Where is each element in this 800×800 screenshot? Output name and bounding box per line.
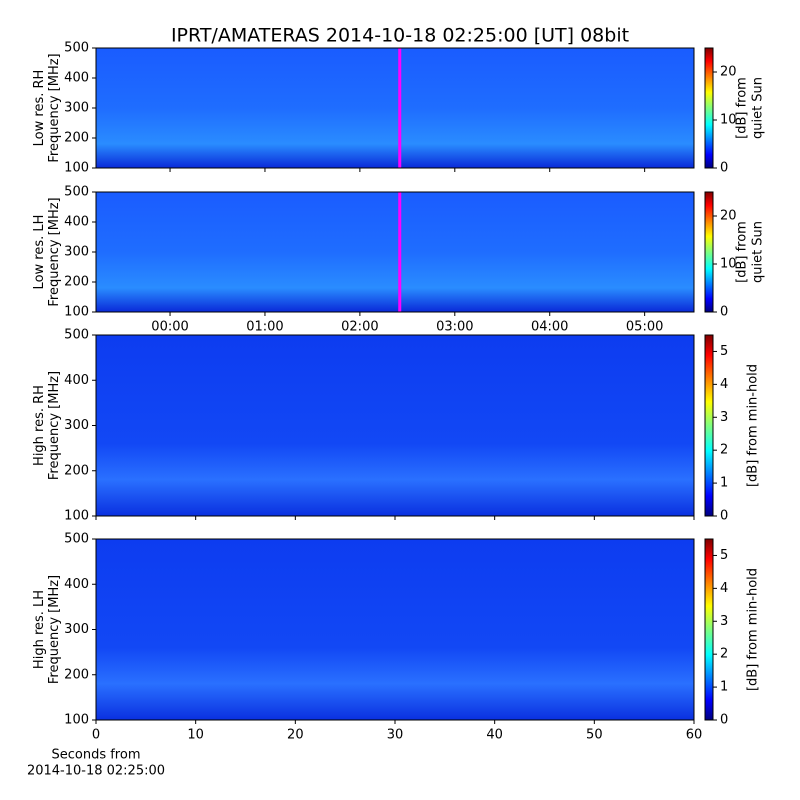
colorbar-label: [dB] from: [735, 77, 750, 139]
colorbar-label: [dB] from: [735, 221, 750, 283]
colorbar-tick-label: 3: [720, 614, 728, 629]
y-axis-label: Frequency [MHz]: [47, 53, 62, 162]
colorbar-label: quiet Sun: [751, 77, 766, 139]
spectrogram: [96, 192, 694, 312]
y-tick-label: 400: [64, 71, 89, 86]
y-axis-label: High res. LH: [32, 590, 47, 669]
x-tick-label: 03:00: [436, 320, 473, 335]
y-tick-label: 500: [64, 185, 89, 200]
colorbar-tick-label: 0: [720, 161, 728, 176]
colorbar-tick-label: 0: [720, 713, 728, 728]
y-axis-label: High res. RH: [32, 385, 47, 466]
colorbar-tick-label: 5: [720, 344, 728, 359]
colorbar-tick-label: 1: [720, 680, 728, 695]
spectrogram: [96, 539, 694, 720]
colorbar: [704, 47, 714, 169]
y-tick-label: 500: [64, 41, 89, 56]
colorbar: [704, 191, 714, 313]
x-tick-label: 05:00: [626, 320, 663, 335]
colorbar-label: quiet Sun: [751, 221, 766, 283]
y-tick-label: 500: [64, 532, 89, 547]
y-tick-label: 100: [64, 305, 89, 320]
chart-title: IPRT/AMATERAS 2014-10-18 02:25:00 [UT] 0…: [171, 25, 629, 47]
colorbar-tick-label: 10: [720, 113, 737, 128]
y-tick-label: 100: [64, 509, 89, 524]
y-tick-label: 300: [64, 245, 89, 260]
colorbar-tick-label: 10: [720, 257, 737, 272]
x-axis-label: Seconds from: [51, 748, 140, 763]
x-axis-label: 2014-10-18 02:25:00: [27, 764, 165, 779]
colorbar-tick-label: 0: [720, 305, 728, 320]
colorbar-tick-label: 20: [720, 209, 737, 224]
x-tick-label: 40: [486, 728, 503, 743]
colorbar-tick-label: 2: [720, 443, 728, 458]
colorbar-tick-label: 4: [720, 377, 728, 392]
y-tick-label: 500: [64, 328, 89, 343]
y-tick-label: 100: [64, 161, 89, 176]
y-tick-label: 100: [64, 713, 89, 728]
y-axis-label: Low res. LH: [32, 215, 47, 290]
colorbar-tick-label: 3: [720, 410, 728, 425]
y-axis-label: Low res. RH: [32, 70, 47, 147]
colorbar: [704, 538, 714, 721]
x-tick-label: 30: [387, 728, 404, 743]
y-tick-label: 400: [64, 577, 89, 592]
x-tick-label: 10: [187, 728, 204, 743]
y-tick-label: 300: [64, 418, 89, 433]
colorbar-tick-label: 1: [720, 476, 728, 491]
y-axis-label: Frequency [MHz]: [47, 371, 62, 480]
x-tick-label: 02:00: [341, 320, 378, 335]
colorbar-label: [dB] from min-hold: [746, 568, 761, 691]
x-tick-label: 50: [586, 728, 603, 743]
y-tick-label: 400: [64, 373, 89, 388]
y-tick-label: 300: [64, 101, 89, 116]
x-tick-label: 60: [686, 728, 703, 743]
x-tick-label: 01:00: [246, 320, 283, 335]
spectrogram: [96, 335, 694, 516]
y-tick-label: 200: [64, 275, 89, 290]
y-tick-label: 200: [64, 667, 89, 682]
y-tick-label: 300: [64, 622, 89, 637]
colorbar: [704, 334, 714, 517]
x-tick-label: 04:00: [531, 320, 568, 335]
y-tick-label: 200: [64, 131, 89, 146]
x-tick-label: 0: [92, 728, 100, 743]
y-tick-label: 400: [64, 215, 89, 230]
colorbar-tick-label: 4: [720, 581, 728, 596]
colorbar-tick-label: 0: [720, 509, 728, 524]
x-tick-label: 20: [287, 728, 304, 743]
colorbar-tick-label: 20: [720, 65, 737, 80]
y-axis-label: Frequency [MHz]: [47, 197, 62, 306]
colorbar-tick-label: 2: [720, 647, 728, 662]
y-tick-label: 200: [64, 463, 89, 478]
y-axis-label: Frequency [MHz]: [47, 575, 62, 684]
spectrogram: [96, 48, 694, 168]
colorbar-tick-label: 5: [720, 548, 728, 563]
colorbar-label: [dB] from min-hold: [746, 364, 761, 487]
x-tick-label: 00:00: [151, 320, 188, 335]
